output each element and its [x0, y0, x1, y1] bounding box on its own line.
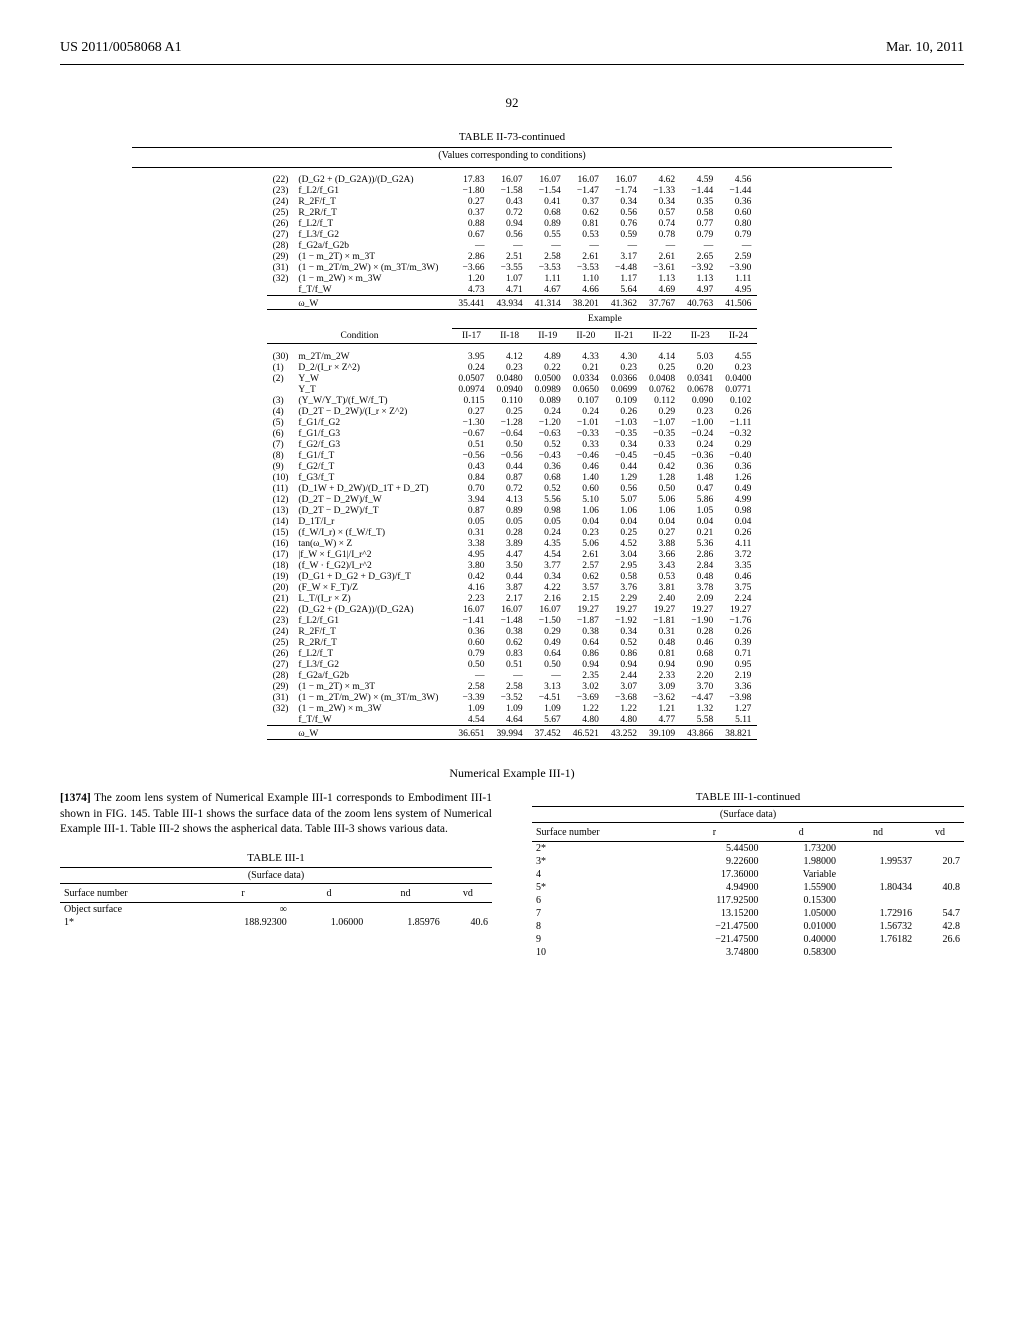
big-table-subtitle: (Values corresponding to conditions): [60, 150, 964, 161]
page-header: US 2011/0058068 A1 Mar. 10, 2011: [60, 40, 964, 56]
paragraph: [1374] The zoom lens system of Numerical…: [60, 791, 492, 838]
paragraph-text: The zoom lens system of Numerical Exampl…: [60, 792, 492, 835]
table-3-1-subtitle: (Surface data): [60, 867, 492, 884]
patent-id: US 2011/0058068 A1: [60, 40, 182, 56]
conditions-table: (22)(D_G2 + (D_G2A))/(D_G2A)17.8316.0716…: [267, 174, 758, 742]
example-title: Numerical Example III-1): [60, 766, 964, 781]
page-number: 92: [60, 95, 964, 111]
big-table-title: TABLE II-73-continued: [60, 131, 964, 143]
surface-data-table: Surface numberrdndvdObject surface∞1*188…: [60, 887, 492, 929]
table-3-1-cont-title: TABLE III-1-continued: [532, 791, 964, 803]
header-rule: [60, 64, 964, 65]
table-3-1-title: TABLE III-1: [60, 852, 492, 864]
patent-date: Mar. 10, 2011: [886, 40, 964, 56]
surface-data-table-cont: Surface numberrdndvd2*5.445001.732003*9.…: [532, 826, 964, 959]
paragraph-num: [1374]: [60, 792, 91, 804]
table-3-1-cont-subtitle: (Surface data): [532, 806, 964, 823]
